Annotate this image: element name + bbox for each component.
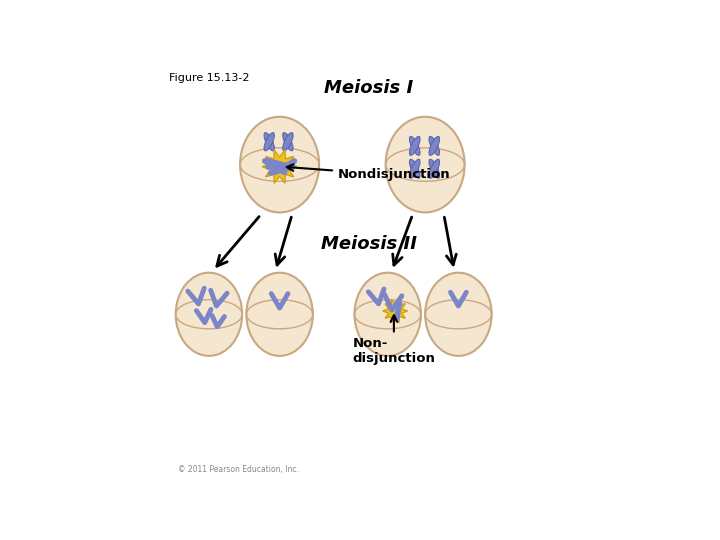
Ellipse shape: [264, 133, 274, 151]
Ellipse shape: [283, 133, 293, 151]
Ellipse shape: [386, 117, 464, 212]
Ellipse shape: [425, 273, 492, 356]
Ellipse shape: [246, 273, 313, 356]
Polygon shape: [262, 150, 297, 183]
Text: Nondisjunction: Nondisjunction: [287, 164, 451, 181]
Ellipse shape: [429, 137, 440, 156]
Ellipse shape: [429, 159, 440, 178]
Ellipse shape: [264, 133, 274, 151]
Ellipse shape: [410, 159, 420, 178]
Polygon shape: [383, 299, 408, 323]
Text: © 2011 Pearson Education, Inc.: © 2011 Pearson Education, Inc.: [178, 465, 299, 474]
Ellipse shape: [429, 137, 440, 156]
Text: Meiosis I: Meiosis I: [325, 79, 413, 97]
Text: Meiosis II: Meiosis II: [321, 235, 417, 253]
Ellipse shape: [240, 117, 319, 212]
Text: Figure 15.13-2: Figure 15.13-2: [169, 73, 250, 83]
Ellipse shape: [410, 159, 420, 178]
Ellipse shape: [410, 137, 420, 156]
Ellipse shape: [410, 137, 420, 156]
Ellipse shape: [176, 273, 242, 356]
Ellipse shape: [354, 273, 421, 356]
Ellipse shape: [429, 159, 440, 178]
Ellipse shape: [283, 133, 293, 151]
Text: Non-
disjunction: Non- disjunction: [352, 315, 436, 365]
